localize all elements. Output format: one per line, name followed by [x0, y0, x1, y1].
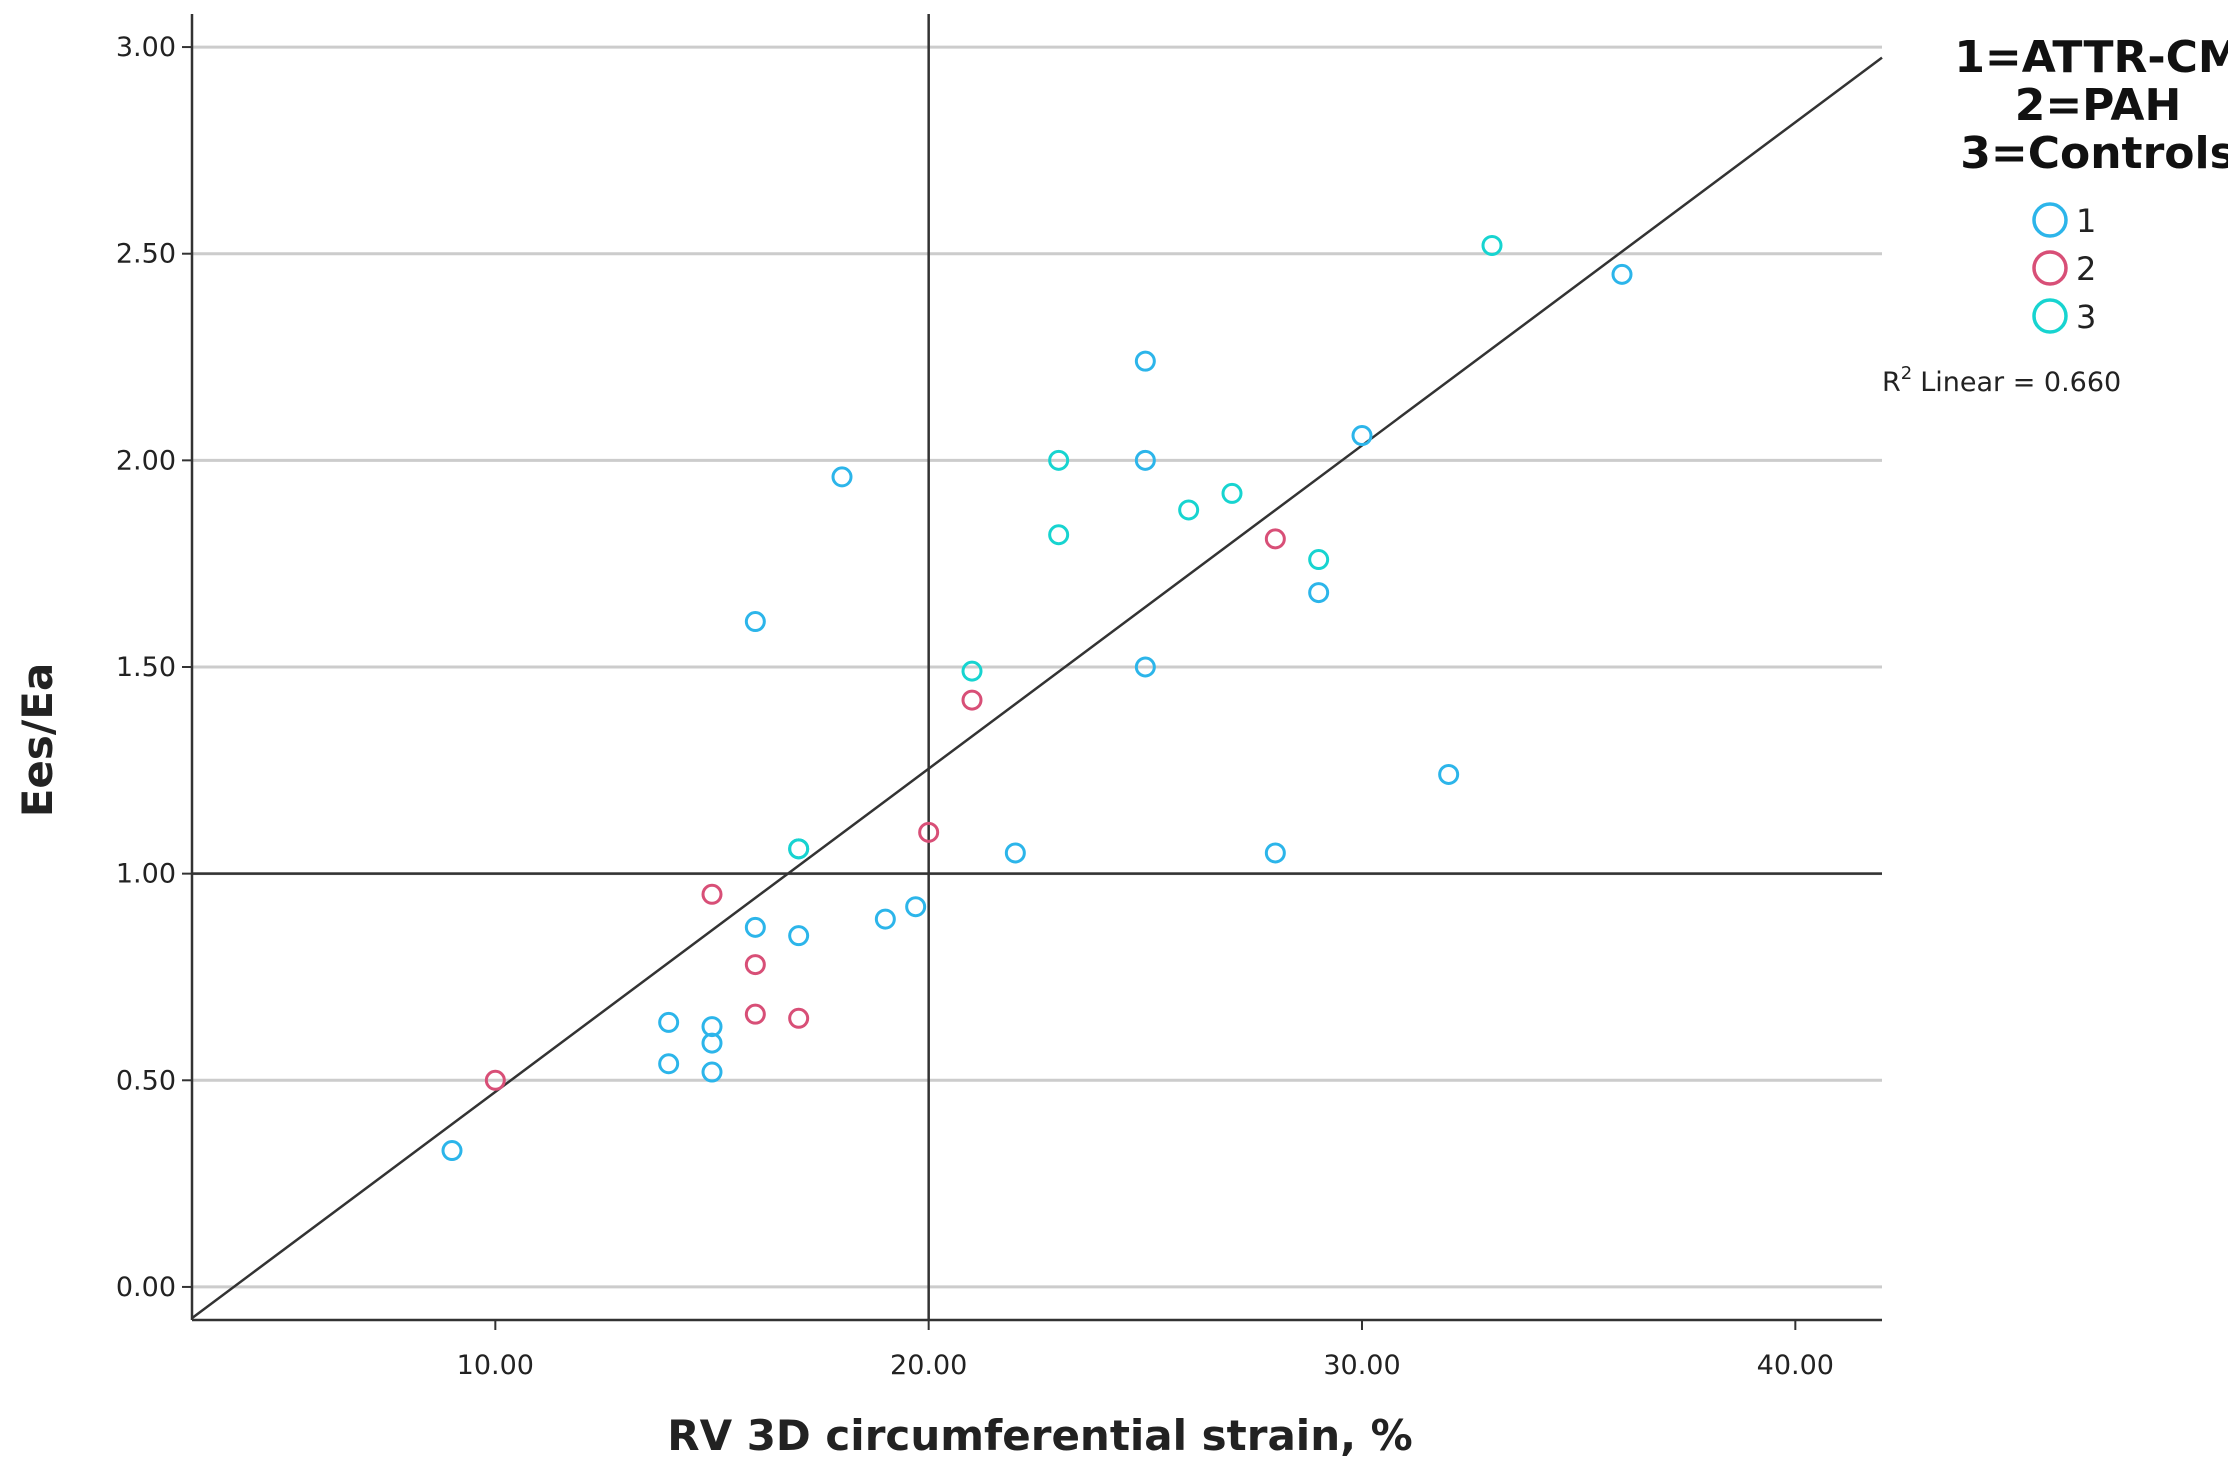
x-tick-label-3: 40.00	[1757, 1350, 1834, 1381]
point-series-1-8	[788, 925, 810, 947]
point-series-1-5	[701, 1061, 723, 1083]
point-series-3-5	[1221, 482, 1243, 504]
point-series-1-11	[874, 908, 896, 930]
legend-label-series-1: 1	[2076, 202, 2096, 240]
legend-marker-series-3	[2032, 298, 2068, 334]
fit-label: Linear = 0.660	[1920, 367, 2121, 398]
reference-lines	[192, 14, 1882, 1320]
legend-title-line-2: 2=PAH	[2015, 80, 2182, 131]
y-tick-label-2: 1.00	[116, 859, 176, 890]
point-series-2-6	[961, 689, 983, 711]
point-series-1-2	[658, 1053, 680, 1075]
y-tick-label-0: 0.00	[116, 1272, 176, 1303]
y-tick-label-1: 0.50	[116, 1065, 176, 1096]
point-series-2-5	[918, 821, 940, 843]
point-series-1-13	[1004, 842, 1026, 864]
legend-title-line-3: 3=Controls	[1960, 128, 2228, 179]
axes	[182, 14, 1882, 1330]
point-series-1-19	[1351, 425, 1373, 447]
fit-annotation: R2 Linear = 0.660	[1882, 363, 2121, 398]
horizontal-gridlines	[192, 45, 1882, 1289]
point-series-3-4	[1178, 499, 1200, 521]
point-series-3-7	[1481, 234, 1503, 256]
legend-label-series-2: 2	[2076, 250, 2096, 288]
point-series-1-15	[1134, 449, 1156, 471]
point-series-1-4	[701, 1032, 723, 1054]
point-series-2-2	[744, 954, 766, 976]
point-series-1-12	[905, 896, 927, 918]
point-series-1-10	[831, 466, 853, 488]
point-series-3-3	[1048, 524, 1070, 546]
legend-title-line-1: 1=ATTR-CM	[1954, 32, 2228, 83]
point-series-1-17	[1264, 842, 1286, 864]
y-tick-label-5: 2.50	[116, 239, 176, 270]
point-series-1-21	[1611, 263, 1633, 285]
point-series-3-1	[961, 660, 983, 682]
point-series-1-18	[1308, 582, 1330, 604]
point-series-1-14	[1134, 350, 1156, 372]
fit-line	[191, 56, 1883, 1320]
point-series-2-7	[1264, 528, 1286, 550]
point-series-1-1	[658, 1011, 680, 1033]
tick-labels: 0.00 0.50 1.00 1.50 2.00 2.50 3.00 10.00 20.00 30…	[116, 32, 1834, 1381]
point-series-3-0	[788, 838, 810, 860]
x-tick-label-1: 20.00	[890, 1350, 967, 1381]
legend-label-series-3: 3	[2076, 298, 2096, 336]
legend: 1=ATTR-CM 2=PAH 3=Controls 1 2 3 R2 Linea…	[1882, 32, 2228, 398]
point-series-1-0	[441, 1140, 463, 1162]
point-series-3-2	[1048, 449, 1070, 471]
y-axis-title: Ees/Ea	[13, 663, 62, 818]
point-series-2-1	[701, 883, 723, 905]
fit-r-exponent: 2	[1901, 363, 1912, 384]
point-series-2-0	[484, 1069, 506, 1091]
x-tick-label-0: 10.00	[457, 1350, 534, 1381]
point-series-2-4	[788, 1007, 810, 1029]
legend-marker-series-1	[2032, 202, 2068, 238]
point-series-1-20	[1438, 763, 1460, 785]
point-series-3-6	[1308, 549, 1330, 571]
fit-line-layer	[191, 56, 1883, 1320]
point-series-1-16	[1134, 656, 1156, 678]
fit-r-symbol: R	[1882, 367, 1901, 398]
point-series-1-6	[744, 916, 766, 938]
x-tick-label-2: 30.00	[1323, 1350, 1400, 1381]
y-tick-label-4: 2.00	[116, 445, 176, 476]
x-axis-title: RV 3D circumferential strain, %	[667, 1411, 1413, 1460]
y-tick-label-3: 1.50	[116, 652, 176, 683]
legend-marker-series-2	[2032, 250, 2068, 286]
data-points	[441, 234, 1633, 1162]
point-series-2-3	[744, 1003, 766, 1025]
y-tick-label-6: 3.00	[116, 32, 176, 63]
point-series-1-7	[744, 611, 766, 633]
